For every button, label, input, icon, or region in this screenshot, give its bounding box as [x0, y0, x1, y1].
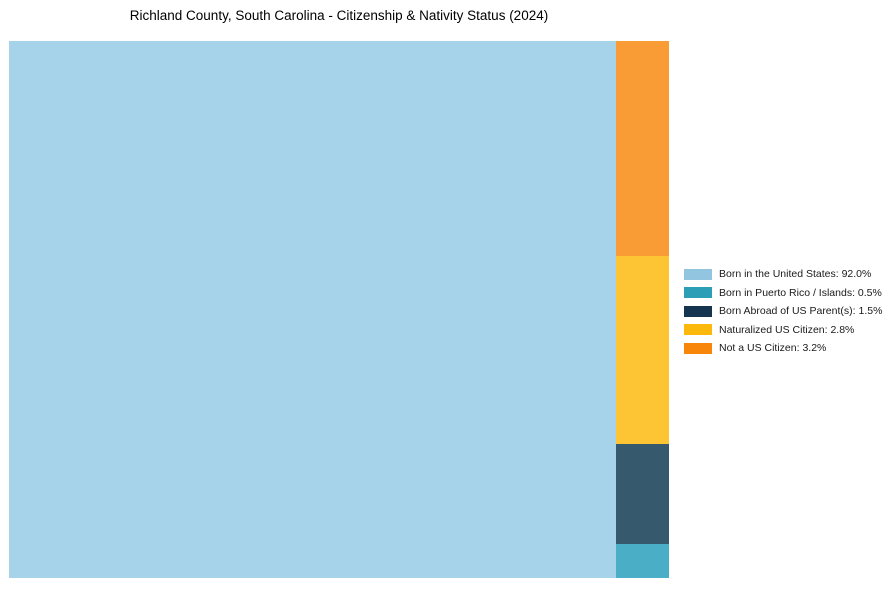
treemap-block-born-in-us — [9, 41, 617, 578]
chart-title: Richland County, South Carolina - Citize… — [129, 8, 549, 23]
legend-item-naturalized-citizen: Naturalized US Citizen: 2.8% — [684, 321, 882, 340]
legend: Born in the United States: 92.0% Born in … — [684, 265, 882, 358]
legend-label-born-in-us: Born in the United States: 92.0% — [719, 268, 872, 281]
legend-item-born-in-us: Born in the United States: 92.0% — [684, 265, 882, 284]
legend-swatch-naturalized-citizen — [684, 324, 712, 336]
treemap-side-column — [616, 41, 669, 578]
legend-label-born-abroad: Born Abroad of US Parent(s): 1.5% — [719, 305, 883, 318]
treemap-block-puerto-rico-islands — [616, 544, 669, 578]
legend-swatch-born-abroad — [684, 305, 712, 317]
legend-label-naturalized-citizen: Naturalized US Citizen: 2.8% — [719, 323, 855, 336]
legend-label-puerto-rico-islands: Born in Puerto Rico / Islands: 0.5% — [719, 286, 882, 299]
legend-swatch-born-in-us — [684, 268, 712, 280]
legend-item-born-abroad: Born Abroad of US Parent(s): 1.5% — [684, 302, 882, 321]
legend-item-puerto-rico-islands: Born in Puerto Rico / Islands: 0.5% — [684, 284, 882, 303]
treemap-block-born-abroad — [616, 443, 669, 545]
legend-label-not-a-citizen: Not a US Citizen: 3.2% — [719, 342, 827, 355]
legend-swatch-puerto-rico-islands — [684, 287, 712, 299]
treemap-block-not-a-citizen — [616, 41, 669, 256]
legend-swatch-not-a-citizen — [684, 342, 712, 354]
legend-item-not-a-citizen: Not a US Citizen: 3.2% — [684, 339, 882, 358]
treemap-block-naturalized-citizen — [616, 255, 669, 444]
treemap — [9, 41, 669, 578]
